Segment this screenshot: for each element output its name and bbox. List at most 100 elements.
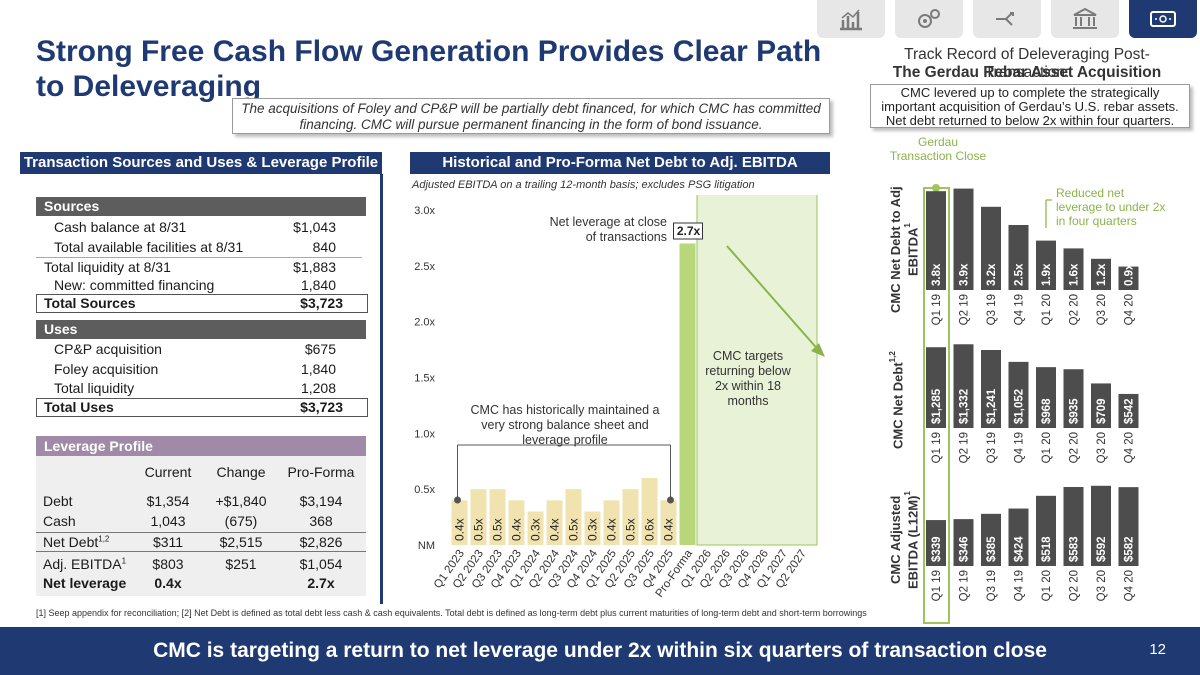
- split-arrow-icon: [996, 12, 1014, 26]
- quarter-label: Q3 20: [1096, 432, 1108, 463]
- table-row: Adj. EBITDA1 $803 $251 $1,054: [43, 556, 343, 572]
- bar-q4-19: [1008, 361, 1029, 428]
- bar-value-label: 2.5x: [1014, 263, 1026, 286]
- financing-note: The acquisitions of Foley and CP&P will …: [232, 98, 830, 134]
- bar-q2-20: [1063, 369, 1084, 428]
- column-header: Current: [144, 464, 192, 480]
- bar-q1-19: [926, 520, 946, 566]
- bar-value-label: $339: [931, 536, 943, 562]
- bank-icon: [1073, 7, 1097, 29]
- annotation-line: leverage profile: [522, 433, 608, 447]
- net-leverage-chart: 0.4x 0.5x 0.5x 0.4x 0.3x 0.4x 0.5x 0.3x 0.4x 0.5x…: [414, 195, 825, 600]
- bar-q1-2023: [451, 500, 468, 545]
- bar-q4-20: [1118, 487, 1139, 566]
- quarter-label: Q3 19: [986, 432, 998, 463]
- bar-q2-20: [1063, 248, 1084, 290]
- proforma-value-box: [673, 222, 703, 240]
- y-tick-label: 2.0x: [414, 317, 435, 329]
- sources-table: Cash balance at 8/31 $1,043 Total availab…: [36, 218, 376, 298]
- quarter-label: Q3 20: [1096, 570, 1108, 601]
- bar-value-label: $1,052: [1014, 389, 1026, 424]
- bar-q3-2025: [641, 478, 658, 545]
- quarter-label: Q1 20: [1041, 294, 1053, 325]
- bar-value-label: $346: [959, 536, 971, 562]
- nav-tab-split[interactable]: [973, 0, 1041, 38]
- sources-total-row: Total Sources $3,723: [36, 294, 368, 313]
- nav-tab-cash[interactable]: [1129, 0, 1197, 38]
- gerdau-close-dot: [932, 184, 940, 192]
- bar-value-label: $1,332: [959, 389, 971, 424]
- annotation-line: Net leverage at close: [550, 215, 667, 229]
- close-annotation: Net leverage at close of transactions: [550, 215, 667, 244]
- bar-value-label: 0.5x: [472, 518, 486, 541]
- bar-value-label: 3.2x: [986, 263, 998, 286]
- footer-message: CMC is targeting a return to net leverag…: [153, 639, 1047, 662]
- annotation-line: 2x within 18: [715, 379, 781, 393]
- bar-value-label: $592: [1096, 536, 1108, 562]
- bar-value-label: 0.4x: [453, 518, 467, 541]
- bar-value-label: 0.4x: [662, 518, 676, 541]
- table-row: Cash 1,043 (675) 368: [43, 513, 333, 529]
- bracket-dot-left: [454, 496, 461, 504]
- arrow-head: [811, 343, 825, 357]
- bar-value-label: 1.9x: [1041, 263, 1053, 286]
- bar-pro-forma: [679, 243, 696, 545]
- nav-tab-gears[interactable]: [895, 0, 963, 38]
- gerdau-note-box: CMC levered up to complete the strategic…: [870, 84, 1190, 128]
- bar-q3-19: [981, 349, 1001, 428]
- bar-q3-20: [1091, 485, 1111, 566]
- column-header: Pro-Forma: [287, 464, 355, 480]
- table-row: Debt $1,354 +$1,840 $3,194: [43, 493, 343, 509]
- ratio-axis-title: CMC Net Debt to Adj EBITDA1: [888, 186, 921, 314]
- quarter-label: Q2 19: [959, 432, 971, 463]
- quarter-label: Q1 19: [931, 294, 943, 325]
- bar-value-label: $583: [1069, 536, 1081, 562]
- footnote: [1] Seep appendix for reconciliation; [2…: [36, 608, 867, 618]
- table-row: Total liquidity 1,208: [54, 380, 336, 396]
- bar-value-label: 1.2x: [1096, 263, 1108, 286]
- quarter-label: Q1 19: [931, 432, 943, 463]
- bar-value-label: 0.3x: [586, 518, 600, 541]
- bar-q4-2023: [508, 500, 525, 545]
- bar-q3-2023: [489, 489, 506, 545]
- nav-tab-chart[interactable]: [817, 0, 885, 38]
- quarter-label: Q2 20: [1069, 294, 1081, 325]
- uses-header: Uses: [36, 320, 366, 339]
- annotation-line: of transactions: [586, 230, 667, 244]
- leverage-profile-header: Leverage Profile: [36, 436, 366, 456]
- quarter-label: Q4 19: [1014, 432, 1026, 463]
- left-panel-header: Transaction Sources and Uses & Leverage …: [20, 152, 382, 174]
- bar-value-label: 3.9x: [959, 263, 971, 286]
- uses-table: CP&P acquisition $675 Foley acquisition 1,…: [36, 340, 376, 400]
- bar-value-label: $518: [1041, 536, 1053, 562]
- quarter-label: Q3 19: [986, 294, 998, 325]
- bar-q2-2024: [546, 500, 563, 545]
- bar-q2-20: [1063, 487, 1084, 566]
- bar-q4-2024: [584, 511, 601, 545]
- table-row: CP&P acquisition $675: [54, 341, 336, 357]
- chart-note: Adjusted EBITDA on a trailing 12-month b…: [412, 179, 755, 191]
- bar-value-label: 0.9x: [1124, 263, 1136, 286]
- bar-value-label: $424: [1014, 536, 1026, 562]
- bar-q4-20: [1118, 393, 1139, 428]
- bar-value-label: 0.5x: [567, 518, 581, 541]
- table-row: New: committed financing 1,840: [54, 277, 336, 293]
- right-title-2: The Gerdau Rebar Asset Acquisition: [892, 64, 1162, 81]
- bar-value-label: 3.8x: [931, 263, 943, 286]
- history-annotation: CMC has historically maintained a very st…: [471, 403, 660, 447]
- bar-value-label: $935: [1069, 398, 1081, 424]
- bar-q2-19: [953, 188, 974, 290]
- y-tick-label: 1.0x: [414, 428, 435, 440]
- bar-q2-19: [953, 344, 974, 428]
- y-tick-label: 0.5x: [414, 484, 435, 496]
- quarter-label: Q2 19: [959, 570, 971, 601]
- table-row: Cash balance at 8/31 $1,043: [54, 219, 336, 235]
- quarter-label: Q2 19: [959, 294, 971, 325]
- cash-icon: [1150, 11, 1176, 27]
- y-tick-label: NM: [418, 540, 435, 552]
- annotation-line: months: [728, 394, 769, 408]
- bar-q2-2023: [470, 489, 487, 545]
- section-nav: [810, 0, 1200, 40]
- bar-value-label: 0.5x: [624, 518, 638, 541]
- nav-tab-bank[interactable]: [1051, 0, 1119, 38]
